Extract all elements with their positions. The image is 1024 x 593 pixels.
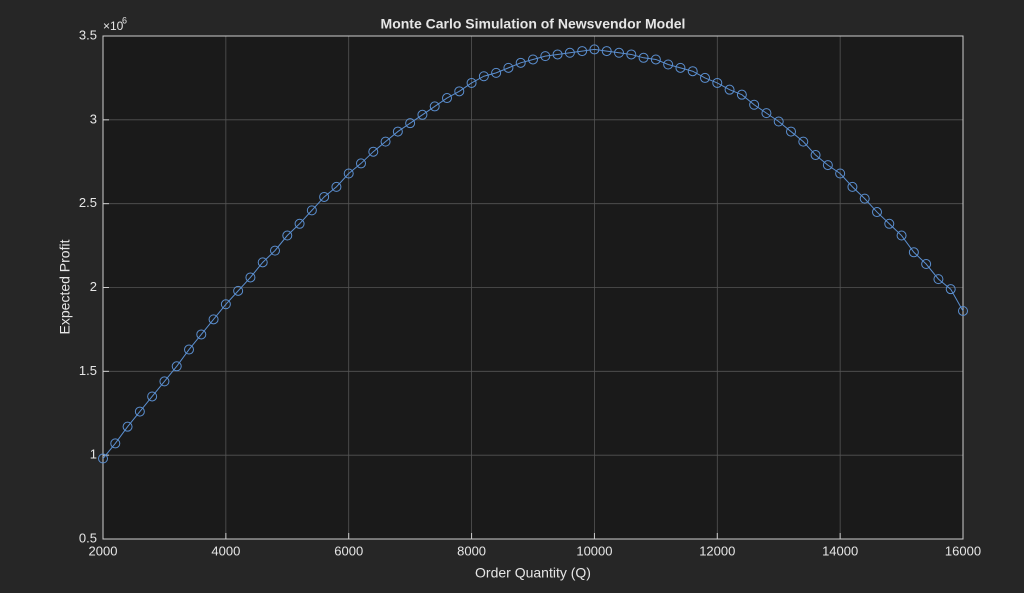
marker [245,272,256,283]
y-tick-label: 2 [90,279,97,294]
marker [589,44,600,55]
x-tick-label: 14000 [822,543,858,558]
marker [233,285,244,296]
marker [798,136,809,147]
marker [786,126,796,137]
axes-box [102,35,964,540]
marker [503,62,514,73]
marker [884,218,895,229]
marker [712,77,723,88]
y-tick-label: 3 [90,111,97,126]
marker [724,84,735,95]
marker [147,391,158,402]
marker [319,191,330,202]
marker [478,71,489,82]
marker [921,259,932,270]
marker [835,168,846,179]
marker [196,329,207,340]
marker [577,46,588,57]
x-axis-label: Order Quantity (Q) [475,565,591,581]
y-tick-label: 1 [90,447,97,462]
marker [872,207,882,218]
marker [650,54,661,65]
marker [945,284,956,295]
chart-title: Monte Carlo Simulation of Newsvendor Mod… [381,16,686,32]
marker [540,51,551,62]
marker [171,361,182,372]
x-tick-label: 10000 [576,543,612,558]
marker [257,257,268,268]
marker [134,406,145,417]
x-tick-label: 12000 [699,543,735,558]
marker [184,344,194,355]
marker [159,376,170,387]
y-tick-label: 3.5 [79,27,97,42]
marker [638,52,649,63]
marker [958,305,968,316]
marker [810,150,821,161]
marker [773,116,784,127]
marker [380,136,391,147]
marker [368,146,379,157]
y-tick-label: 1.5 [79,363,97,378]
marker [761,108,772,119]
marker [847,181,858,192]
marker [552,49,563,60]
marker [442,93,452,104]
marker [528,54,538,65]
marker [626,49,637,60]
marker [515,57,526,68]
marker [220,299,231,310]
y-multiplier: ×10 [103,19,124,33]
marker [405,118,416,129]
marker [736,89,747,100]
y-axis-label: Expected Profit [57,239,73,334]
marker [98,453,108,464]
y-tick-label: 2.5 [79,195,97,210]
marker [675,62,686,73]
x-tick-label: 2000 [89,543,118,558]
y-tick-label: 0.5 [79,530,97,545]
marker [663,59,674,70]
marker [908,247,919,258]
y-multiplier-exponent: 6 [122,15,127,25]
marker [429,101,440,112]
marker [466,77,477,88]
x-tick-label: 4000 [211,543,240,558]
marker [614,47,624,58]
marker [859,193,870,204]
marker [822,160,833,171]
marker [601,46,612,57]
marker [356,158,366,169]
marker [122,421,133,432]
marker [564,47,575,58]
marker [208,314,219,325]
marker [491,67,502,78]
marker [454,86,465,97]
marker [282,230,293,241]
marker [306,205,317,216]
x-tick-label: 6000 [334,543,363,558]
marker [294,218,305,229]
line [102,48,964,459]
marker [392,126,403,137]
x-tick-label: 16000 [945,543,981,558]
marker [343,168,354,179]
marker [417,109,428,120]
x-tick-label: 8000 [457,543,486,558]
marker [110,438,121,449]
marker [700,72,710,83]
marker [896,230,907,241]
marker [687,66,698,77]
marker [749,99,760,110]
marker [331,181,342,192]
marker [933,274,944,285]
marker [270,245,280,256]
